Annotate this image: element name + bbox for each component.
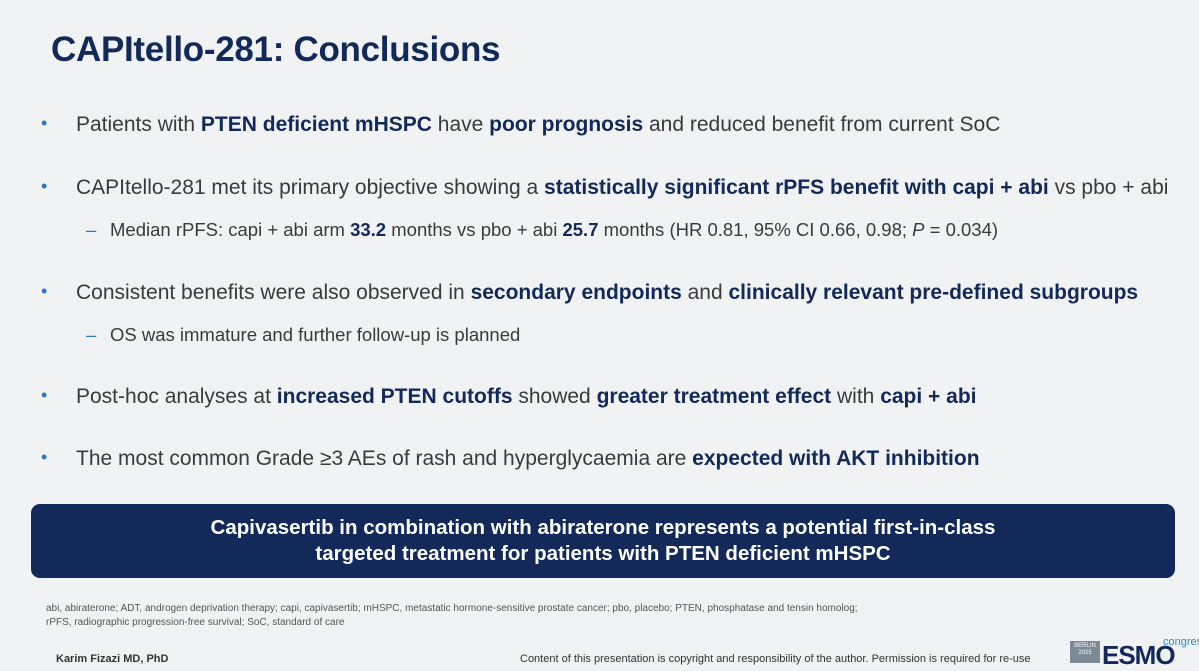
bullet-1: • Patients with PTEN deficient mHSPC hav… [41,113,1001,136]
slide-title: CAPItello-281: Conclusions [51,30,501,69]
sub-marker: – [86,219,97,240]
logo-suffix: congress [1163,636,1199,648]
bullet-3: • Consistent benefits were also observed… [41,281,1139,304]
abbreviations-footnote: abi, abiraterone; ADT, androgen deprivat… [46,603,858,628]
bullet-2: • CAPItello-281 met its primary objectiv… [41,176,1169,199]
bullet-marker: • [41,385,48,405]
bullet-marker: • [41,176,48,196]
sub-marker: – [86,324,97,345]
esmo-congress-logo: BERLIN 2025 ESMO congress [1070,636,1199,670]
bullet-marker: • [41,447,48,467]
bullet-marker: • [41,281,48,301]
copyright-notice: Content of this presentation is copyrigh… [520,653,1031,665]
banner-line-1: Capivasertib in combination with abirate… [210,516,996,539]
bullet-4: • Post-hoc analyses at increased PTEN cu… [41,385,977,408]
bullet-marker: • [41,113,48,133]
key-message-banner: Capivasertib in combination with abirate… [31,504,1175,578]
bullet-5: • The most common Grade ≥3 AEs of rash a… [41,447,980,470]
logo-location-box: BERLIN 2025 [1070,641,1100,663]
sub-bullet-2: – OS was immature and further follow-up … [86,324,521,345]
banner-line-2: targeted treatment for patients with PTE… [315,542,891,565]
sub-bullet-1: – Median rPFS: capi + abi arm 33.2 month… [86,219,999,240]
presenter-name: Karim Fizazi MD, PhD [56,653,169,665]
